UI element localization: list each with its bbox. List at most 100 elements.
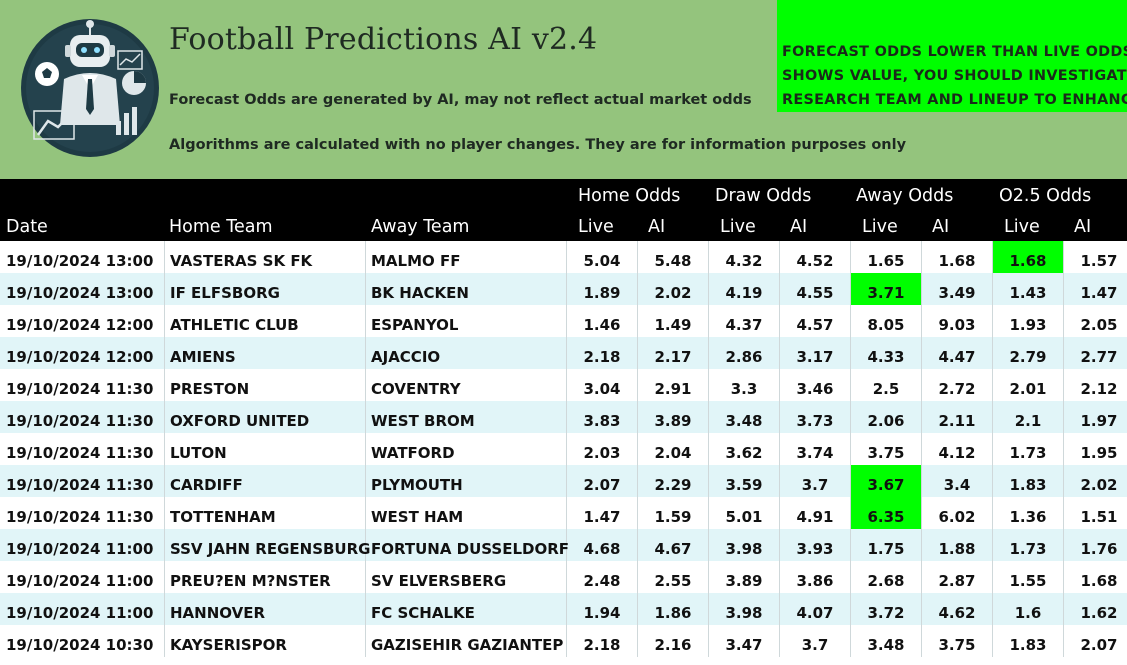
cell-o25-live: 1.83 — [1009, 476, 1047, 494]
cell-o25-live: 1.83 — [1009, 636, 1047, 654]
column-divider — [921, 273, 922, 305]
cell-draw-live: 5.01 — [725, 508, 763, 526]
cell-home-ai: 1.86 — [654, 604, 692, 622]
column-divider — [992, 433, 993, 465]
column-divider — [637, 625, 638, 657]
cell-home-team: VASTERAS SK FK — [170, 252, 313, 270]
header-banner: Football Predictions AI v2.4 Forecast Od… — [0, 0, 1127, 179]
cell-o25-ai: 1.62 — [1080, 604, 1118, 622]
column-divider — [637, 561, 638, 593]
table-row: 19/10/2024 10:30 KAYSERISPOR GAZISEHIR GAZ… — [0, 625, 1127, 657]
cell-o25-ai: 1.68 — [1080, 572, 1118, 590]
cell-date: 19/10/2024 11:30 — [6, 508, 154, 526]
cell-home-ai: 2.91 — [654, 380, 692, 398]
cell-draw-ai: 3.74 — [796, 444, 834, 462]
cell-draw-live: 4.37 — [725, 316, 763, 334]
cell-away-live: 6.35 — [851, 497, 921, 529]
column-divider — [992, 465, 993, 497]
col-o25-ai: AI — [1074, 217, 1092, 237]
column-divider — [637, 465, 638, 497]
column-divider — [365, 529, 366, 561]
page-title: Football Predictions AI v2.4 — [169, 22, 598, 57]
cell-away-ai: 2.72 — [938, 380, 976, 398]
column-divider — [992, 241, 993, 273]
cell-away-ai: 1.88 — [938, 540, 976, 558]
table-row: 19/10/2024 11:30 PRESTON COVENTRY 3.04 2.91 3… — [0, 369, 1127, 401]
cell-draw-ai: 4.55 — [796, 284, 834, 302]
col-home-team: Home Team — [169, 217, 273, 237]
col-away-team: Away Team — [371, 217, 470, 237]
cell-draw-ai: 3.7 — [801, 636, 829, 654]
notice-line: SHOWS VALUE, YOU SHOULD INVESTIGATE — [782, 68, 1127, 84]
cell-home-team: IF ELFSBORG — [170, 284, 280, 302]
column-divider — [708, 433, 709, 465]
cell-home-team: PREU?EN M?NSTER — [170, 572, 331, 590]
column-divider — [164, 273, 165, 305]
column-divider — [921, 433, 922, 465]
cell-date: 19/10/2024 11:00 — [6, 540, 154, 558]
column-divider — [164, 369, 165, 401]
column-divider — [637, 241, 638, 273]
cell-draw-live: 3.3 — [730, 380, 758, 398]
cell-o25-live: 1.6 — [1014, 604, 1042, 622]
cell-o25-ai: 2.12 — [1080, 380, 1118, 398]
column-divider — [992, 337, 993, 369]
column-divider — [850, 497, 851, 529]
column-divider — [992, 593, 993, 625]
cell-home-live: 5.04 — [583, 252, 621, 270]
column-divider — [708, 369, 709, 401]
column-divider — [850, 561, 851, 593]
column-divider — [566, 497, 567, 529]
cell-away-ai: 2.87 — [938, 572, 976, 590]
cell-home-ai: 2.55 — [654, 572, 692, 590]
col-draw-live: Live — [720, 217, 756, 237]
cell-draw-ai: 3.86 — [796, 572, 834, 590]
cell-draw-ai: 3.73 — [796, 412, 834, 430]
cell-draw-ai: 4.52 — [796, 252, 834, 270]
cell-home-live: 4.68 — [583, 540, 621, 558]
cell-draw-live: 3.89 — [725, 572, 763, 590]
column-divider — [921, 369, 922, 401]
cell-away-live: 2.06 — [867, 412, 905, 430]
cell-draw-live: 3.59 — [725, 476, 763, 494]
cell-home-live: 2.48 — [583, 572, 621, 590]
cell-o25-live: 1.68 — [993, 241, 1063, 273]
cell-o25-live: 2.01 — [1009, 380, 1047, 398]
column-divider — [779, 273, 780, 305]
cell-home-live: 2.07 — [583, 476, 621, 494]
column-divider — [365, 273, 366, 305]
column-divider — [164, 529, 165, 561]
table-row: 19/10/2024 11:30 LUTON WATFORD 2.03 2.04 3.62… — [0, 433, 1127, 465]
column-divider — [779, 465, 780, 497]
column-divider — [164, 465, 165, 497]
cell-o25-ai: 1.97 — [1080, 412, 1118, 430]
column-divider — [708, 273, 709, 305]
value-notice-box: FORECAST ODDS LOWER THAN LIVE ODDS SHOWS… — [777, 0, 1127, 112]
cell-home-team: SSV JAHN REGENSBURG — [170, 540, 371, 558]
column-divider — [708, 529, 709, 561]
cell-away-ai: 3.49 — [938, 284, 976, 302]
column-divider — [779, 561, 780, 593]
cell-draw-ai: 3.93 — [796, 540, 834, 558]
cell-date: 19/10/2024 11:30 — [6, 476, 154, 494]
cell-home-live: 1.89 — [583, 284, 621, 302]
column-divider — [850, 529, 851, 561]
column-divider — [921, 241, 922, 273]
column-divider — [637, 593, 638, 625]
cell-o25-live: 1.36 — [1009, 508, 1047, 526]
cell-away-live: 2.68 — [867, 572, 905, 590]
column-divider — [992, 305, 993, 337]
group-home-odds: Home Odds — [578, 186, 681, 206]
column-divider — [708, 497, 709, 529]
column-divider — [992, 529, 993, 561]
cell-away-live: 1.65 — [867, 252, 905, 270]
col-date: Date — [6, 217, 48, 237]
column-divider — [921, 497, 922, 529]
cell-home-ai: 4.67 — [654, 540, 692, 558]
column-divider — [779, 337, 780, 369]
column-divider — [992, 561, 993, 593]
column-divider — [708, 337, 709, 369]
cell-o25-ai: 2.05 — [1080, 316, 1118, 334]
column-divider — [1063, 241, 1064, 273]
cell-o25-ai: 1.95 — [1080, 444, 1118, 462]
